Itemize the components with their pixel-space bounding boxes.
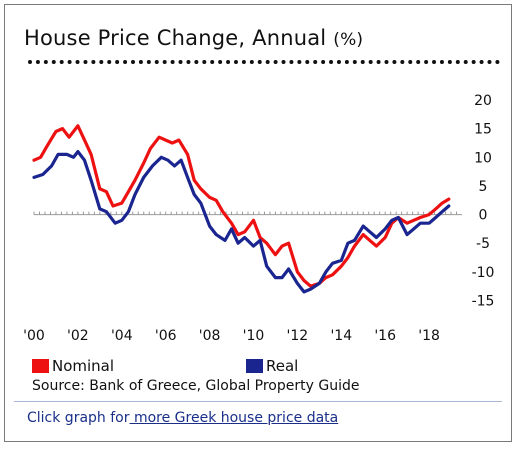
x-tick-label: '06 [155, 328, 177, 344]
title-dotted-divider [28, 60, 500, 64]
y-tick-label: 20 [474, 93, 492, 109]
legend-label-real: Real [266, 357, 299, 375]
x-tick-label: '12 [287, 328, 309, 344]
y-tick-label: 10 [474, 150, 492, 166]
legend-swatch-nominal [32, 359, 49, 373]
source-note: Source: Bank of Greece, Global Property … [32, 378, 360, 394]
chart-title: House Price Change, Annual (%) [24, 26, 363, 50]
line-chart[interactable]: 20 15 10 5 0 -5 -10 -15 '00 '02 '04 '06 '08 '10 '12 '14… [0, 0, 520, 350]
x-tick-label: '02 [67, 328, 89, 344]
y-tick-label: -10 [472, 265, 495, 281]
legend-item-nominal: Nominal [32, 357, 114, 375]
legend-label-nominal: Nominal [52, 357, 115, 375]
x-tick-label: '16 [374, 328, 396, 344]
chart-title-text: House Price Change, Annual [24, 26, 327, 50]
link-text[interactable]: more Greek house price data [129, 410, 339, 426]
series-line-nominal [32, 124, 451, 288]
y-tick-label: 5 [479, 179, 488, 195]
x-tick-label: '14 [330, 328, 352, 344]
footer-divider [14, 401, 502, 402]
y-tick-label: 15 [474, 122, 492, 138]
series-line-real [32, 150, 451, 294]
more-data-link[interactable]: Click graph for more Greek house price d… [27, 410, 338, 426]
x-tick-label: '10 [243, 328, 265, 344]
legend-swatch-real [246, 359, 263, 373]
legend-item-real: Real [246, 357, 298, 375]
x-tick-label: '18 [418, 328, 440, 344]
y-tick-label: 0 [479, 208, 488, 224]
x-tick-label: '00 [23, 328, 45, 344]
x-tick-label: '04 [111, 328, 133, 344]
y-tick-label: -15 [472, 294, 495, 310]
y-tick-label: -5 [476, 236, 490, 252]
chart-title-unit: (%) [333, 30, 364, 50]
x-tick-label: '08 [199, 328, 221, 344]
link-prefix: Click graph for [27, 410, 130, 426]
